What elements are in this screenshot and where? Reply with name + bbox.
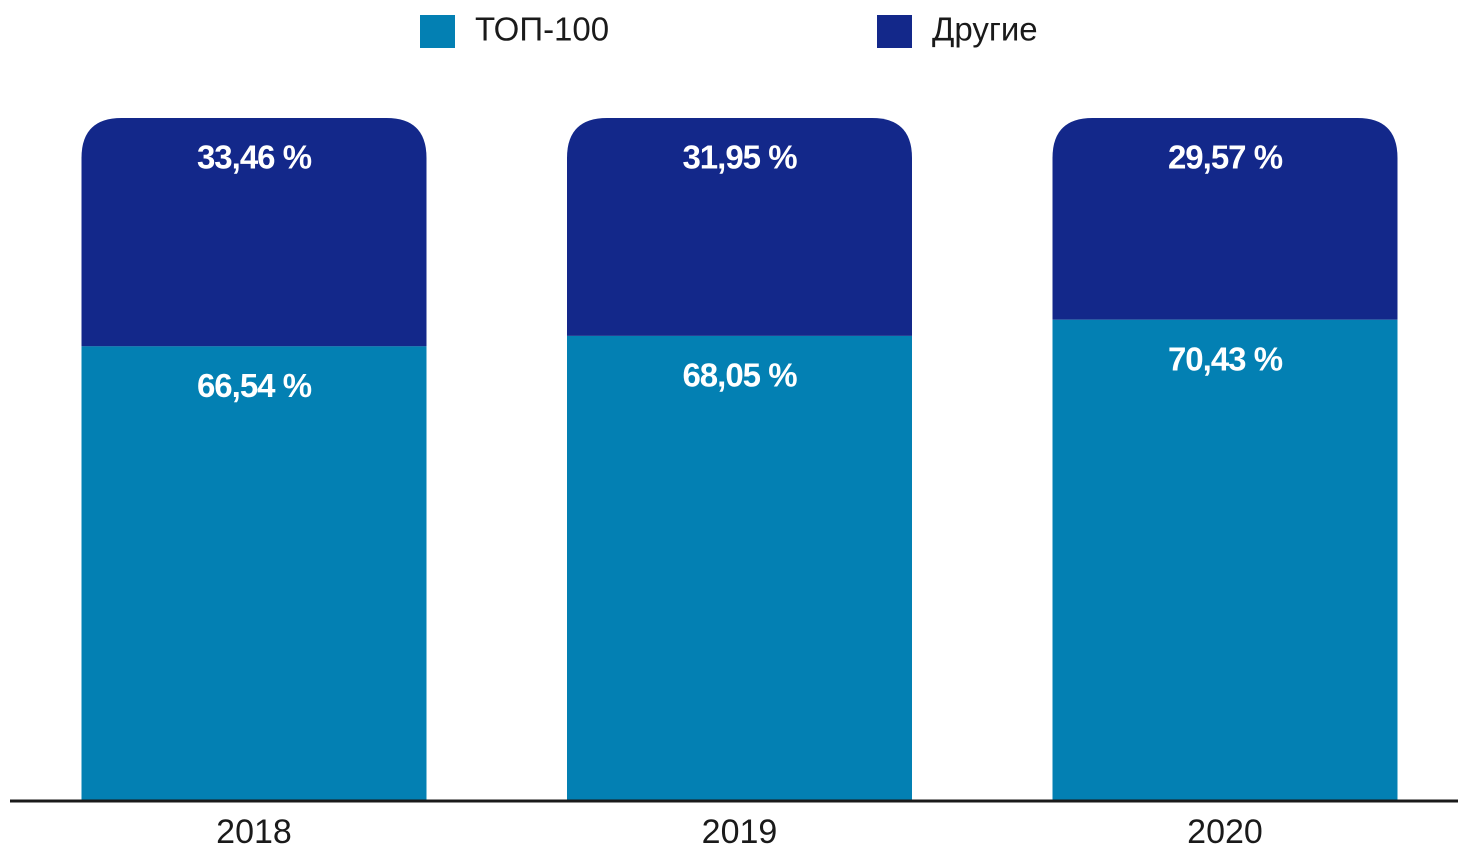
x-tick-label: 2019	[702, 813, 778, 851]
bar-segment	[567, 118, 912, 336]
x-tick-label: 2020	[1187, 813, 1263, 851]
legend-label: ТОП-100	[475, 11, 609, 48]
bar-segment	[567, 335, 912, 800]
value-label: 33,46 %	[197, 139, 312, 176]
legend-swatch	[420, 15, 455, 48]
bar-segment	[1052, 118, 1398, 320]
bar-segment	[1052, 319, 1398, 800]
value-label: 70,43 %	[1168, 340, 1283, 377]
value-label: 66,54 %	[197, 367, 312, 404]
bar-segment	[81, 118, 427, 347]
bar-segment	[81, 346, 427, 800]
value-label: 29,57 %	[1168, 139, 1283, 176]
legend-swatch	[877, 15, 912, 48]
legend-label: Другие	[932, 11, 1038, 48]
value-label: 68,05 %	[682, 357, 797, 394]
x-tick-label: 2018	[216, 813, 292, 851]
value-label: 31,95 %	[682, 139, 797, 176]
